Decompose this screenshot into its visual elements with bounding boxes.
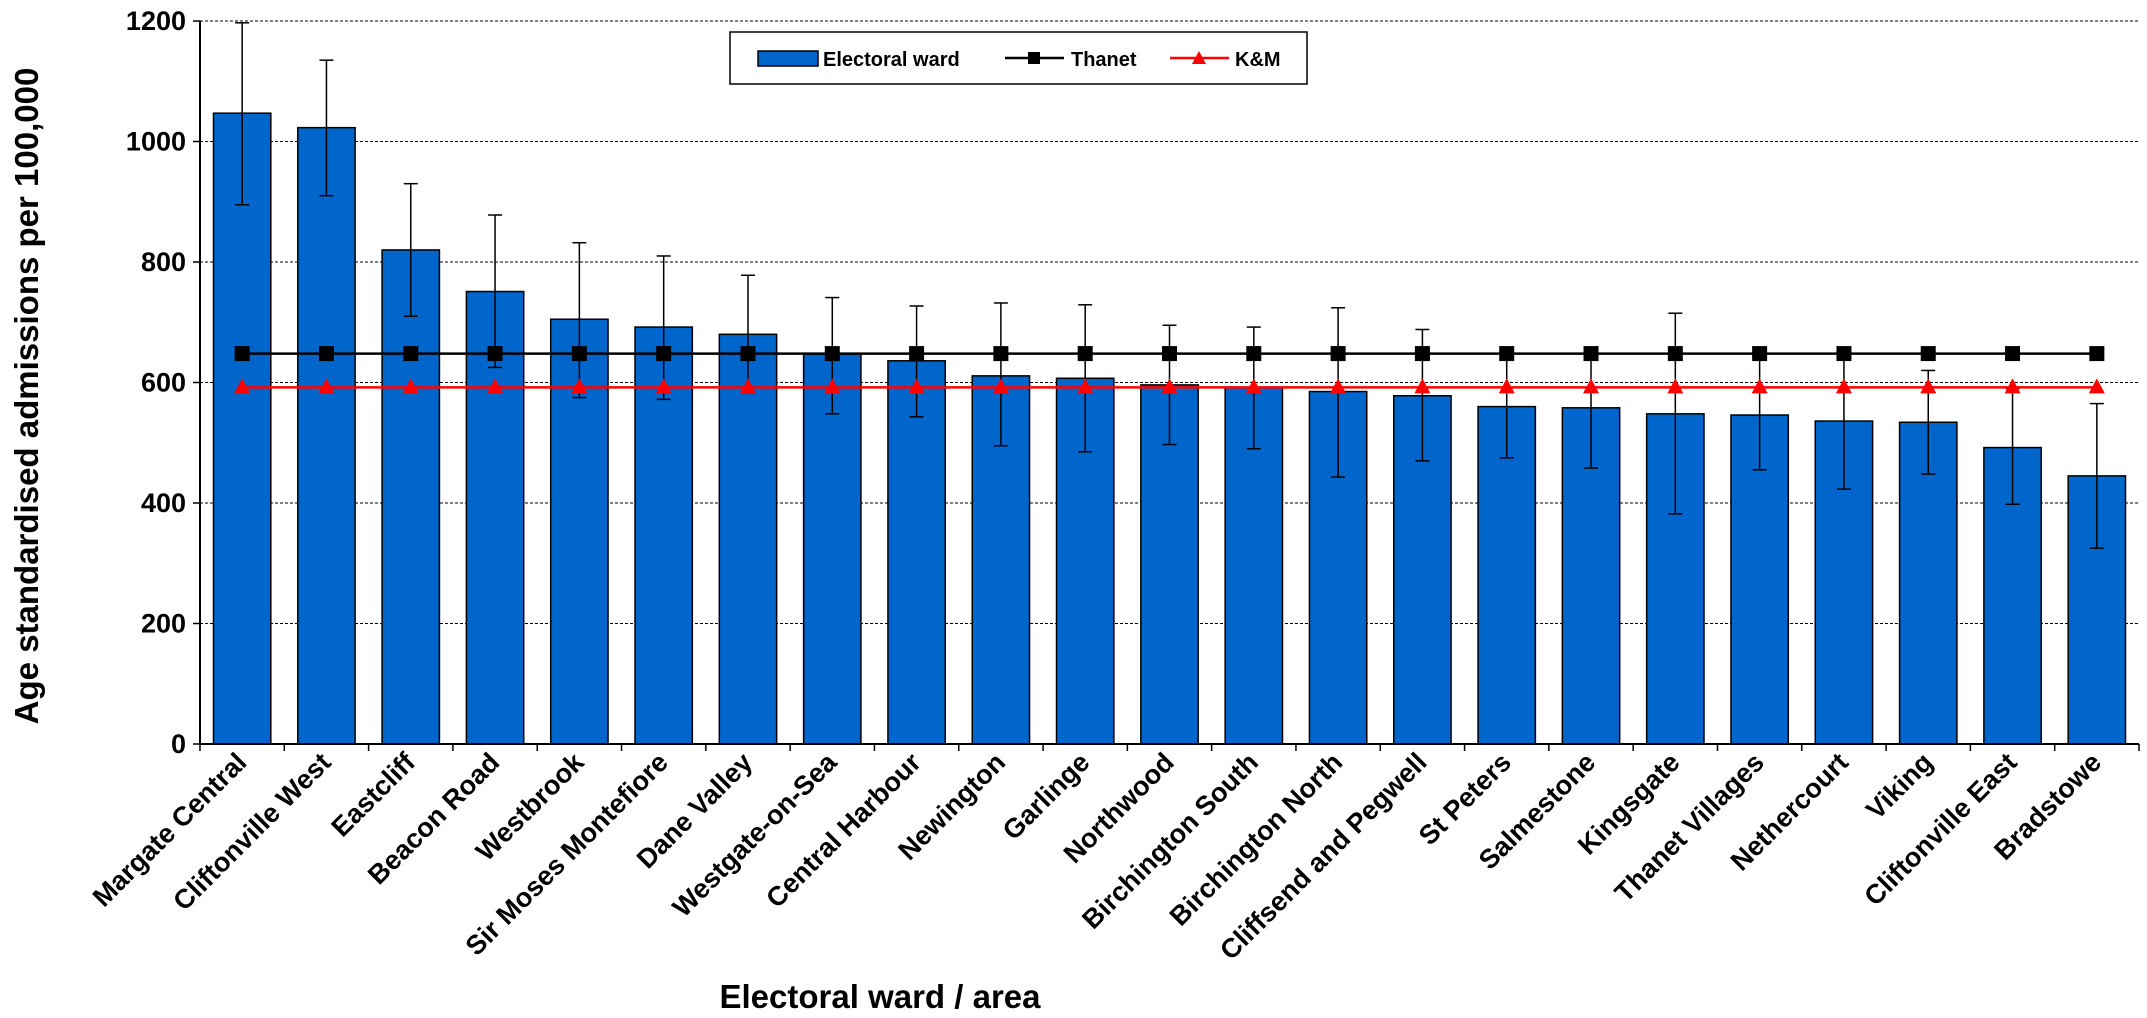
triangle-marker — [2088, 378, 2105, 394]
triangle-marker — [1667, 378, 1684, 394]
square-marker — [403, 346, 419, 362]
square-marker — [1920, 346, 1936, 362]
legend-item-electoral-ward: Electoral ward — [757, 49, 960, 71]
bar — [297, 126, 356, 745]
x-category-label: Thanet Villages — [1609, 747, 1770, 908]
x-category-label: Central Harbour — [760, 747, 927, 914]
y-tick-label: 1200 — [126, 6, 186, 36]
bar — [1477, 405, 1537, 745]
square-marker — [1752, 346, 1768, 362]
bar — [1140, 384, 1199, 745]
square-marker — [1499, 346, 1515, 362]
triangle-marker — [1751, 378, 1768, 394]
triangle-marker — [318, 378, 335, 394]
square-marker — [234, 346, 250, 362]
triangle-marker — [992, 378, 1009, 394]
legend-bar-swatch — [757, 50, 819, 67]
square-marker — [487, 346, 503, 362]
triangle-marker — [824, 378, 841, 394]
triangle-marker — [402, 378, 419, 394]
square-marker — [740, 346, 756, 362]
y-tick-label: 400 — [141, 488, 186, 518]
x-category-label: Margate Central — [87, 747, 253, 913]
legend-label-electoral-ward: Electoral ward — [823, 49, 960, 71]
bars — [212, 112, 2127, 745]
square-marker — [1667, 346, 1683, 362]
square-marker — [1077, 346, 1093, 362]
y-axis-ticks: 0 200 400 600 800 1000 1200 — [126, 6, 200, 759]
triangle-marker — [234, 378, 251, 394]
x-category-label: Cliftonville East — [1858, 747, 2022, 911]
square-marker — [1162, 346, 1177, 362]
legend-item-km: K&M — [1170, 49, 1281, 71]
triangle-marker — [1161, 378, 1178, 394]
triangle-marker — [1498, 378, 1515, 394]
square-marker — [1330, 346, 1346, 362]
x-category-label: Viking — [1860, 747, 1938, 825]
square-marker — [571, 346, 587, 362]
bar — [802, 352, 862, 745]
triangle-marker — [1414, 378, 1431, 394]
legend: Electoral ward Thanet K&M — [729, 31, 1308, 85]
square-marker — [1414, 346, 1430, 362]
triangle-marker — [1245, 378, 1262, 394]
square-marker — [824, 346, 840, 362]
x-axis-title: Electoral ward / area — [720, 978, 1042, 1015]
y-tick-label: 800 — [141, 247, 186, 277]
square-marker — [1583, 346, 1599, 362]
bar — [1814, 420, 1874, 745]
legend-label-thanet: Thanet — [1071, 49, 1137, 71]
square-marker — [993, 346, 1009, 362]
x-category-label: Cliftonville West — [167, 747, 336, 916]
y-axis-title: Age standardised admissions per 100,000 — [8, 68, 45, 725]
square-marker — [909, 346, 925, 362]
triangle-marker — [2004, 378, 2021, 394]
bar — [887, 360, 947, 745]
square-marker — [656, 346, 672, 362]
y-tick-label: 600 — [141, 368, 186, 398]
bar — [381, 249, 441, 745]
reference-lines — [234, 346, 2105, 394]
triangle-marker — [1330, 378, 1347, 394]
bar — [1898, 421, 1958, 745]
triangle-marker — [908, 378, 925, 394]
triangle-marker — [1077, 378, 1094, 394]
triangle-marker — [739, 378, 756, 394]
triangle-marker — [1835, 378, 1852, 394]
triangle-marker — [1583, 378, 1600, 394]
bar — [1224, 386, 1284, 745]
y-tick-label: 200 — [141, 609, 186, 639]
triangle-marker — [1920, 378, 1937, 394]
square-marker — [1836, 346, 1852, 362]
legend-label-km: K&M — [1235, 49, 1281, 71]
axes — [199, 21, 2140, 751]
triangle-marker — [571, 378, 588, 394]
square-marker — [318, 346, 334, 362]
bar — [212, 112, 272, 745]
square-marker — [2005, 346, 2021, 362]
y-tick-label: 0 — [171, 729, 186, 759]
triangle-marker — [655, 378, 672, 394]
triangle-marker — [487, 378, 504, 394]
legend-triangle-marker — [1192, 51, 1206, 64]
y-tick-label: 1000 — [126, 127, 186, 157]
legend-square-marker — [1028, 52, 1040, 64]
bar — [718, 333, 778, 745]
square-marker — [2089, 346, 2105, 362]
square-marker — [1246, 346, 1262, 362]
legend-item-thanet: Thanet — [1005, 49, 1137, 71]
